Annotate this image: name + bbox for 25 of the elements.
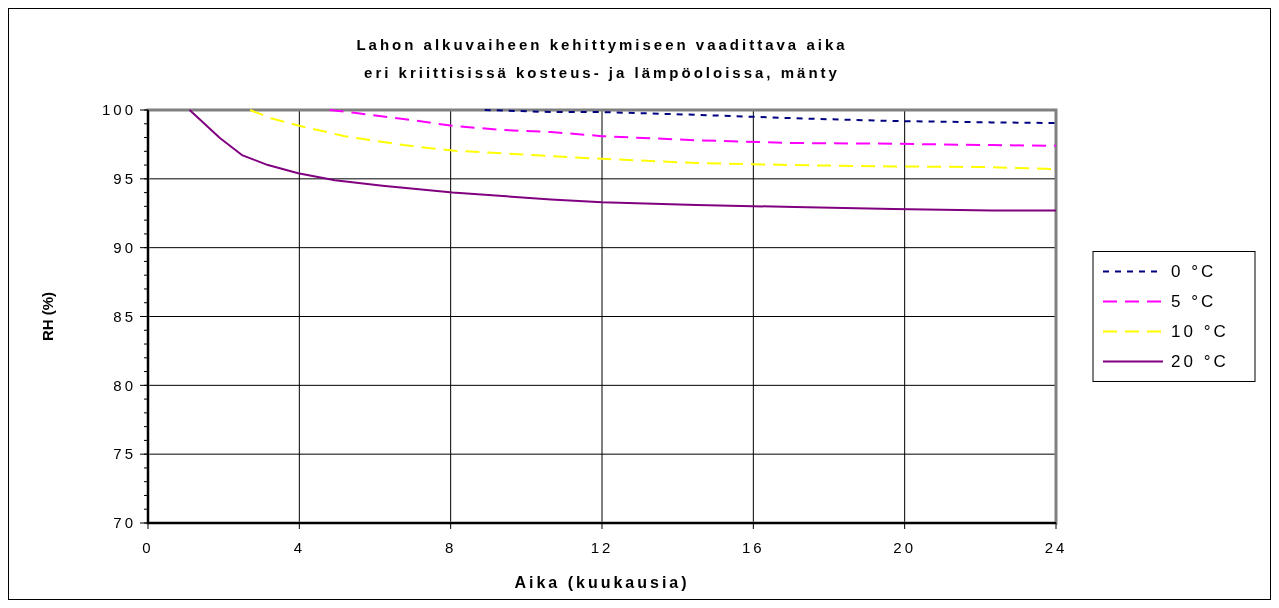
line-series [483,109,1057,125]
x-tick-label: 16 [741,539,765,556]
x-tick-label: 8 [444,539,457,556]
chart-title: Lahon alkuvaiheen kehittymiseen vaadittava aika [356,36,848,53]
legend-label: 0 °C [1171,262,1217,282]
line-series [328,109,1057,147]
x-tick-label: 12 [590,539,614,556]
y-tick-label: 90 [113,238,136,256]
x-tick-label: 24 [1044,539,1068,556]
line-series [188,109,1057,212]
legend-label: 5 °C [1171,292,1217,312]
y-tick-label: 95 [113,170,136,188]
x-axis-title: Aika (kuukausia) [514,574,690,591]
y-axis-title: RH (%) [39,291,56,342]
x-tick-label: 0 [142,539,154,556]
y-tick-label: 85 [113,307,136,325]
legend-label: 20 °C [1171,352,1229,372]
x-tick-label: 4 [293,539,306,556]
y-tick-label: 80 [113,376,136,394]
y-tick-label: 100 [101,101,136,119]
y-tick-label: 70 [113,514,136,532]
chart-subtitle: eri kriittisissä kosteus- ja lämpöoloissa, mänty [364,64,840,81]
legend-label: 10 °C [1171,322,1229,342]
x-tick-label: 20 [893,539,917,556]
y-tick-label: 75 [113,445,136,463]
